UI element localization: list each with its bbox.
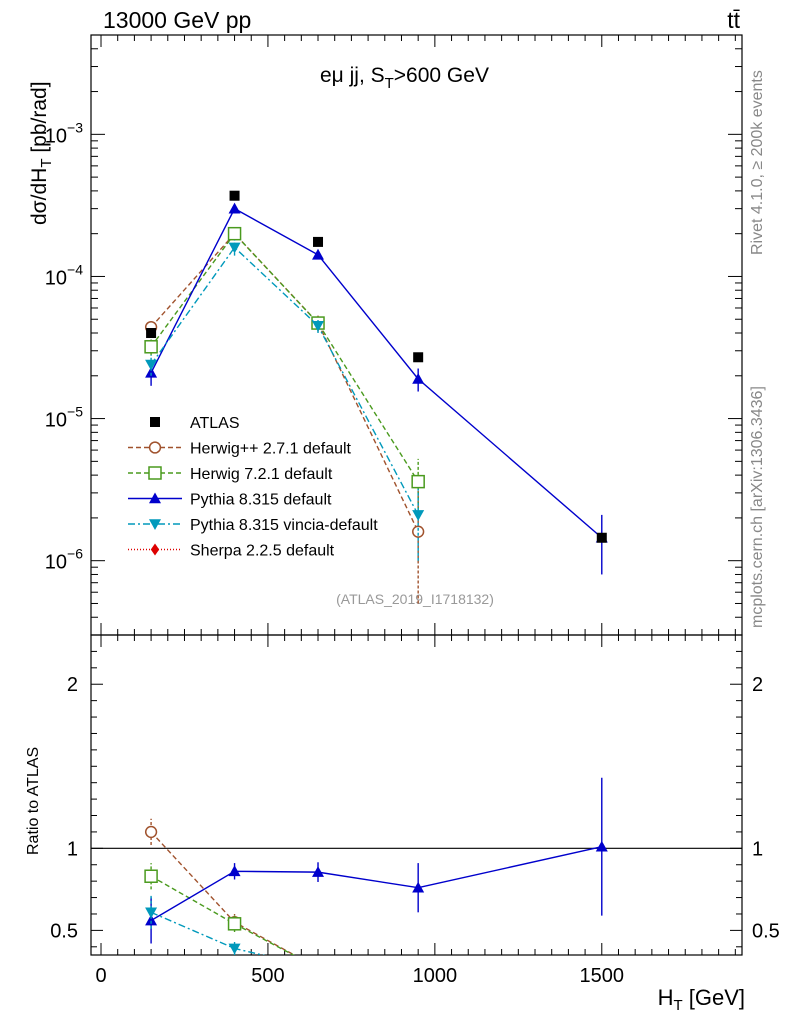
x-tick-labels: 0 500 1000 1500 [95,965,624,987]
ratio-series-layer [144,777,608,1008]
ratio-point [312,962,324,974]
series-line [150,246,419,516]
header-left: 13000 GeV pp [103,7,251,33]
atlas-point [313,236,324,247]
ratio-point [313,963,324,974]
ratio-line [150,875,295,955]
ratio-tick-label-left: 1 [67,838,78,860]
legend-marker [149,492,161,504]
y-tick-label: 10−5 [45,404,83,432]
legend-label: Pythia 8.315 vincia-default [190,517,378,534]
legend-atlas-label: ATLAS [190,415,240,432]
y-tick-label: 10−3 [45,119,83,147]
legend-label: Pythia 8.315 default [190,492,332,509]
series-point [312,248,325,260]
ratio-line [150,846,602,922]
ratio-point [144,825,158,839]
legend: ATLAS Herwig++ 2.7.1 default Herwig 7.2.1 … [128,415,378,560]
legend-label: Herwig++ 2.7.1 default [190,441,352,458]
legend-marker [149,519,161,530]
series-point [144,340,158,354]
y-tick-labels: 10−3 10−4 10−5 10−6 [45,119,83,573]
ratio-tick-label-left: 0.5 [50,920,78,942]
x-tick-label: 500 [251,965,284,987]
ratio-tick-label-right: 2 [752,674,763,696]
atlas-point [146,328,157,339]
series-point [145,366,158,378]
series-point [145,359,158,371]
series-line [150,232,419,483]
x-tick-label: 1500 [580,965,625,987]
analysis-id: (ATLAS_2019_I1718132) [336,591,494,607]
series-point [412,372,425,384]
legend-label: Sherpa 2.2.5 default [190,543,335,560]
mcplots-label: mcplots.cern.ch [arXiv:1306.3436] [749,386,766,628]
atlas-point [596,532,607,543]
atlas-point [413,352,424,363]
series-point [227,226,242,241]
ratio-point [145,914,158,926]
ratio-point [228,943,241,955]
y-axis-label: dσ/dHT [pb/rad] [28,81,55,225]
series-point [412,510,425,521]
x-tick-label: 1000 [413,965,458,987]
legend-atlas-marker [150,417,160,427]
atlas-point [229,190,240,201]
series-line [150,232,419,532]
ratio-tick-label-right: 0.5 [752,920,780,942]
ratio-point [312,963,324,974]
rivet-label: Rivet 4.1.0, ≥ 200k events [749,70,766,255]
series-point [412,525,425,538]
legend-label: Herwig 7.2.1 default [190,466,333,483]
axis-ticks [91,34,742,955]
ratio-point [595,840,608,852]
legend-marker [148,441,162,454]
series-point [228,202,241,214]
ratio-point [144,869,158,883]
series-point [411,474,425,489]
x-axis-label: HT [GeV] [658,985,745,1014]
ratio-point [412,881,425,893]
series-point [228,242,241,254]
ratio-line [150,911,266,955]
x-tick-label: 0 [95,965,106,987]
ratio-tick-label-right: 1 [752,838,763,860]
ratio-point [228,865,241,877]
plot-title: eμ jj, ST>600 GeV [320,64,489,92]
legend-marker [148,466,162,480]
ratio-tick-label-left: 2 [67,674,78,696]
ratio-point [227,917,242,931]
y-tick-label: 10−6 [45,546,83,574]
ratio-y-axis-label: Ratio to ATLAS [25,747,42,855]
series-point [312,320,325,332]
header-right: tt̄ [727,7,740,33]
ratio-point [145,907,158,919]
legend-marker [150,543,160,556]
ratio-plot-frame [90,634,743,956]
y-tick-label: 10−4 [45,261,83,289]
atlas-data-layer [146,190,607,543]
main-plot-frame [90,34,743,636]
ratio-point [312,866,325,877]
series-line [150,207,603,539]
main-series-layer [144,202,608,604]
ratio-point [412,995,424,1006]
ratio-point [413,997,424,1008]
ratio-line [150,831,296,955]
ratio-tick-labels: 0.5 0.5 1 1 2 2 [50,674,780,942]
